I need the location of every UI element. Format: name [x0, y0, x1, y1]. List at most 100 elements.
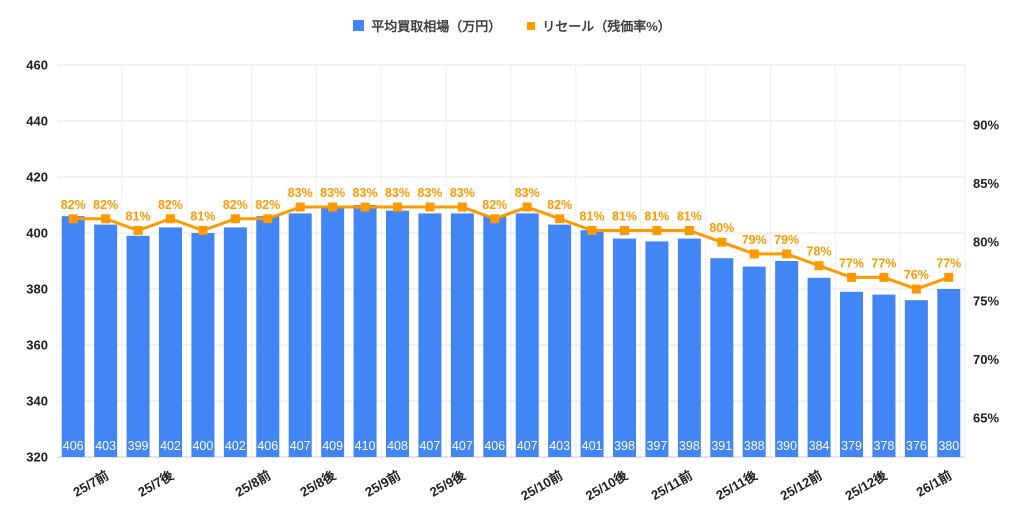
left-axis-tick-label: 360 — [26, 338, 48, 353]
price-bar[interactable] — [515, 213, 539, 457]
price-bar[interactable] — [904, 300, 928, 457]
resale-marker[interactable] — [295, 202, 305, 212]
left-axis-tick-label: 340 — [26, 394, 48, 409]
right-axis-tick-label: 85% — [973, 176, 999, 191]
resale-marker[interactable] — [522, 202, 532, 212]
right-axis-tick-label: 80% — [973, 235, 999, 250]
bar-value-label: 401 — [582, 439, 603, 453]
resale-marker[interactable] — [457, 202, 467, 212]
resale-marker[interactable] — [652, 225, 662, 235]
resale-marker[interactable] — [814, 261, 824, 271]
resale-marker[interactable] — [490, 214, 500, 224]
percent-label: 83% — [320, 186, 345, 200]
bar-value-label: 407 — [452, 439, 473, 453]
bar-value-label: 403 — [549, 439, 570, 453]
price-bar[interactable] — [223, 227, 247, 457]
resale-marker[interactable] — [360, 202, 370, 212]
bar-value-label: 391 — [711, 439, 732, 453]
resale-marker[interactable] — [133, 225, 143, 235]
bar-value-label: 409 — [322, 439, 343, 453]
percent-label: 81% — [612, 209, 637, 223]
price-bar[interactable] — [840, 291, 863, 457]
resale-marker[interactable] — [879, 272, 889, 282]
price-bar[interactable] — [159, 227, 182, 457]
resale-marker[interactable] — [328, 202, 338, 212]
percent-label: 79% — [742, 233, 767, 247]
left-axis-tick-label: 380 — [26, 282, 48, 297]
price-bar[interactable] — [126, 235, 150, 457]
resale-marker[interactable] — [393, 202, 402, 212]
price-bar[interactable] — [450, 213, 474, 457]
bar-value-label: 378 — [873, 439, 894, 453]
resale-marker[interactable] — [101, 214, 111, 224]
price-bar[interactable] — [775, 261, 799, 457]
resale-marker[interactable] — [911, 284, 921, 294]
price-bar[interactable] — [256, 216, 280, 457]
resale-marker[interactable] — [68, 214, 78, 224]
price-bar[interactable] — [288, 213, 312, 457]
price-bar[interactable] — [645, 241, 669, 457]
bar-value-label: 407 — [419, 439, 440, 453]
x-axis-label: 25/8後 — [297, 467, 339, 500]
legend-item-resale[interactable]: リセール（残価率%） — [527, 16, 671, 35]
percent-label: 83% — [515, 186, 540, 200]
bar-value-label: 379 — [841, 439, 862, 453]
price-bar[interactable] — [807, 277, 831, 457]
price-bar[interactable] — [483, 216, 507, 457]
bar-value-label: 397 — [646, 439, 667, 453]
price-bar[interactable] — [872, 294, 896, 457]
percent-label: 82% — [482, 198, 507, 212]
resale-marker[interactable] — [749, 249, 759, 259]
right-axis-tick-label: 90% — [973, 118, 999, 133]
x-axis-label: 25/10後 — [583, 467, 631, 503]
bar-value-label: 388 — [744, 439, 765, 453]
resale-marker[interactable] — [944, 272, 954, 282]
resale-marker[interactable] — [717, 237, 727, 247]
bar-value-label: 384 — [809, 439, 830, 453]
left-axis-tick-label: 460 — [26, 58, 48, 73]
bar-series-swatch-icon — [353, 20, 365, 31]
percent-label: 77% — [871, 256, 896, 270]
legend-item-average-price[interactable]: 平均買取相場（万円） — [353, 16, 501, 35]
x-axis-label: 25/7後 — [135, 467, 177, 500]
price-bar[interactable] — [937, 289, 961, 457]
price-bar[interactable] — [191, 233, 215, 457]
resale-marker[interactable] — [587, 225, 597, 235]
bar-value-label: 390 — [776, 439, 797, 453]
resale-marker[interactable] — [847, 272, 856, 282]
percent-label: 82% — [255, 198, 280, 212]
resale-marker[interactable] — [198, 225, 208, 235]
bar-value-label: 406 — [484, 439, 505, 453]
price-bar[interactable] — [677, 238, 701, 457]
resale-marker[interactable] — [555, 214, 565, 224]
price-bar[interactable] — [61, 216, 85, 457]
price-bar[interactable] — [353, 205, 377, 457]
resale-marker[interactable] — [425, 202, 435, 212]
price-bar[interactable] — [580, 230, 604, 457]
bar-value-label: 408 — [387, 439, 408, 453]
bar-value-label: 380 — [938, 439, 959, 453]
price-bar[interactable] — [710, 258, 734, 457]
price-bar[interactable] — [742, 266, 766, 457]
price-bar[interactable] — [386, 210, 409, 457]
percent-label: 81% — [677, 209, 702, 223]
price-bar[interactable] — [418, 213, 442, 457]
x-axis-label: 25/11前 — [649, 468, 695, 503]
price-bar[interactable] — [548, 224, 572, 457]
bar-value-label: 376 — [906, 439, 927, 453]
resale-marker[interactable] — [230, 214, 240, 224]
right-axis-tick-label: 70% — [973, 352, 999, 367]
price-bar[interactable] — [613, 238, 636, 457]
percent-label: 82% — [93, 198, 118, 212]
resale-marker[interactable] — [620, 225, 629, 235]
resale-marker[interactable] — [684, 225, 694, 235]
price-bar[interactable] — [94, 224, 118, 457]
resale-marker[interactable] — [166, 214, 175, 224]
price-bar[interactable] — [321, 207, 345, 457]
bar-value-label: 399 — [128, 439, 149, 453]
bar-value-label: 400 — [192, 439, 213, 453]
resale-marker[interactable] — [782, 249, 792, 259]
resale-marker[interactable] — [263, 214, 273, 224]
